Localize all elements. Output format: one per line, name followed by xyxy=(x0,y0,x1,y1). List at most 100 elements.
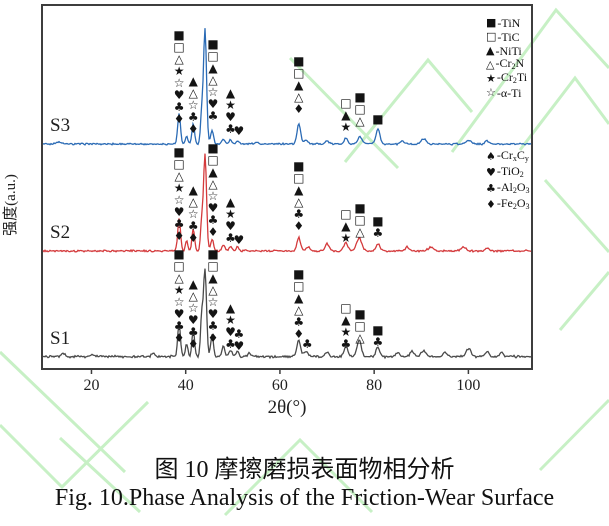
legend-item: ♦ -Fe2O3 xyxy=(486,196,530,213)
legend-item: △ -Cr2N xyxy=(486,56,527,72)
xrd-curves xyxy=(42,28,532,360)
peak-marker-os: □ xyxy=(354,319,365,333)
peak-marker-ot: △ xyxy=(294,90,304,104)
peak-marker-ot: △ xyxy=(355,225,365,239)
peak-marker-fst: ★ xyxy=(174,181,185,195)
peak-marker-di: ♦ xyxy=(188,122,199,136)
peak-marker-fs: ■ xyxy=(207,141,218,155)
x-tick-label: 100 xyxy=(456,377,480,394)
peak-marker-he: ♥ xyxy=(208,307,219,321)
peak-marker-cl: ♣ xyxy=(341,337,352,351)
peak-marker-os: □ xyxy=(340,207,351,221)
watermark-line xyxy=(0,400,150,490)
peak-marker-fs: ■ xyxy=(293,54,304,68)
peak-marker-cl: ♣ xyxy=(373,335,384,349)
legend-label: -CrxCy xyxy=(496,148,529,163)
peak-marker-fs: ■ xyxy=(207,247,218,261)
legend-item: ★ -Cr2Ti xyxy=(486,70,527,86)
peak-marker-os: □ xyxy=(207,259,218,273)
peak-marker-os: □ xyxy=(173,259,184,273)
peak-marker-ot: △ xyxy=(174,271,184,285)
peak-marker-os: □ xyxy=(340,96,351,110)
watermark-line xyxy=(58,436,142,514)
peak-marker-ot: △ xyxy=(355,331,365,345)
peak-marker-ft: ▲ xyxy=(226,86,236,100)
peak-marker-ost: ☆ xyxy=(208,295,219,309)
peak-marker-cl: ♣ xyxy=(188,219,199,233)
peak-marker-os: □ xyxy=(173,157,184,171)
peak-marker-ost: ☆ xyxy=(208,189,219,203)
peak-marker-ft: ▲ xyxy=(189,183,199,197)
peak-marker-ft: ▲ xyxy=(341,313,351,327)
peak-marker-fst: ★ xyxy=(225,207,236,221)
x-axis-ticks: 20 40 60 80 100 xyxy=(83,369,480,394)
peak-marker-di: ♦ xyxy=(188,231,199,245)
watermark-line xyxy=(450,7,609,153)
peak-marker-ft: ▲ xyxy=(294,291,304,305)
legend-label: -TiO2 xyxy=(496,164,524,179)
legend-symbol-fs: ■ xyxy=(486,16,497,29)
peak-marker-di: ♦ xyxy=(293,102,304,116)
peak-marker-fs: ■ xyxy=(372,323,383,337)
peak-marker-ft: ▲ xyxy=(226,195,236,209)
peak-marker-ft: ▲ xyxy=(226,301,236,315)
peak-marker-fst: ★ xyxy=(225,313,236,327)
peak-marker-fs: ■ xyxy=(173,145,184,159)
watermark-line xyxy=(518,75,609,151)
series-label-s1: S1 xyxy=(50,328,70,349)
peak-marker-he: ♥ xyxy=(225,110,236,124)
peak-marker-he: ♥ xyxy=(234,233,245,247)
peak-marker-di: ♦ xyxy=(174,229,185,243)
legend-nitrides: ■ -TiN □ -TiC ▲ -NiTi △ -Cr2N ★ -Cr2Ti ☆ -α-Ti xyxy=(486,16,527,100)
x-tick-label: 80 xyxy=(366,377,382,394)
peak-marker-os: □ xyxy=(354,102,365,116)
legend-item: □ -TiC xyxy=(486,30,527,44)
peak-marker-cl: ♣ xyxy=(302,337,313,351)
legend-symbol-os: □ xyxy=(486,30,497,43)
x-tick-label: 20 xyxy=(83,377,99,394)
peak-marker-fst: ★ xyxy=(225,98,236,112)
peak-marker-os: □ xyxy=(173,40,184,54)
peak-marker-he: ♥ xyxy=(234,339,245,353)
peak-marker-he: ♥ xyxy=(225,219,236,233)
peak-marker-ot: △ xyxy=(355,114,365,128)
peak-marker-os: □ xyxy=(340,301,351,315)
peak-marker-ot: △ xyxy=(294,303,304,317)
peak-marker-he: ♥ xyxy=(208,97,219,111)
watermark-line xyxy=(343,57,474,163)
legend-item: ♥ -TiO2 xyxy=(486,164,530,181)
peak-marker-he: ♥ xyxy=(188,313,199,327)
peak-marker-cl: ♣ xyxy=(208,319,219,333)
peak-marker-fs: ■ xyxy=(173,247,184,261)
caption-chinese: 图 10 摩擦磨损表面物相分析 xyxy=(154,457,455,483)
peak-marker-fs: ■ xyxy=(372,214,383,228)
watermark-line xyxy=(223,437,374,517)
legend-label: -α-Ti xyxy=(496,86,522,100)
peak-marker-ost: ☆ xyxy=(174,76,185,90)
xrd-curve-s2 xyxy=(42,153,532,253)
peak-markers: ■□△★☆♥♣♦▲△☆♣♦■□▲△☆♥♣▲★♥♣♥■□▲△♦ □▲★■□△ ■■□△… xyxy=(173,28,383,353)
peak-marker-fs: ■ xyxy=(354,90,365,104)
legend-symbol-ost: ☆ xyxy=(486,86,496,99)
watermark-line xyxy=(543,179,609,253)
peak-marker-ot: △ xyxy=(208,177,218,191)
peak-marker-di: ♦ xyxy=(293,327,304,341)
peak-marker-he: ♥ xyxy=(234,124,245,138)
peak-marker-fst: ★ xyxy=(174,283,185,297)
peak-marker-ot: △ xyxy=(174,52,184,66)
peak-marker-cl: ♣ xyxy=(225,337,236,351)
peak-marker-di: ♦ xyxy=(208,331,219,345)
peak-marker-fst: ★ xyxy=(341,325,352,339)
peak-marker-he: ♥ xyxy=(174,205,185,219)
legend-symbol-ot: △ xyxy=(486,58,495,71)
peak-marker-cl: ♣ xyxy=(188,325,199,339)
peak-marker-fs: ■ xyxy=(354,201,365,215)
legend-symbol-di: ♦ xyxy=(486,198,496,211)
peak-marker-ot: △ xyxy=(189,289,199,303)
peak-marker-ft: ▲ xyxy=(208,165,218,179)
peak-marker-fs: ■ xyxy=(173,28,184,42)
peak-marker-di: ♦ xyxy=(208,225,219,239)
peak-marker-ft: ▲ xyxy=(208,61,218,75)
peak-marker-ot: △ xyxy=(208,73,218,87)
